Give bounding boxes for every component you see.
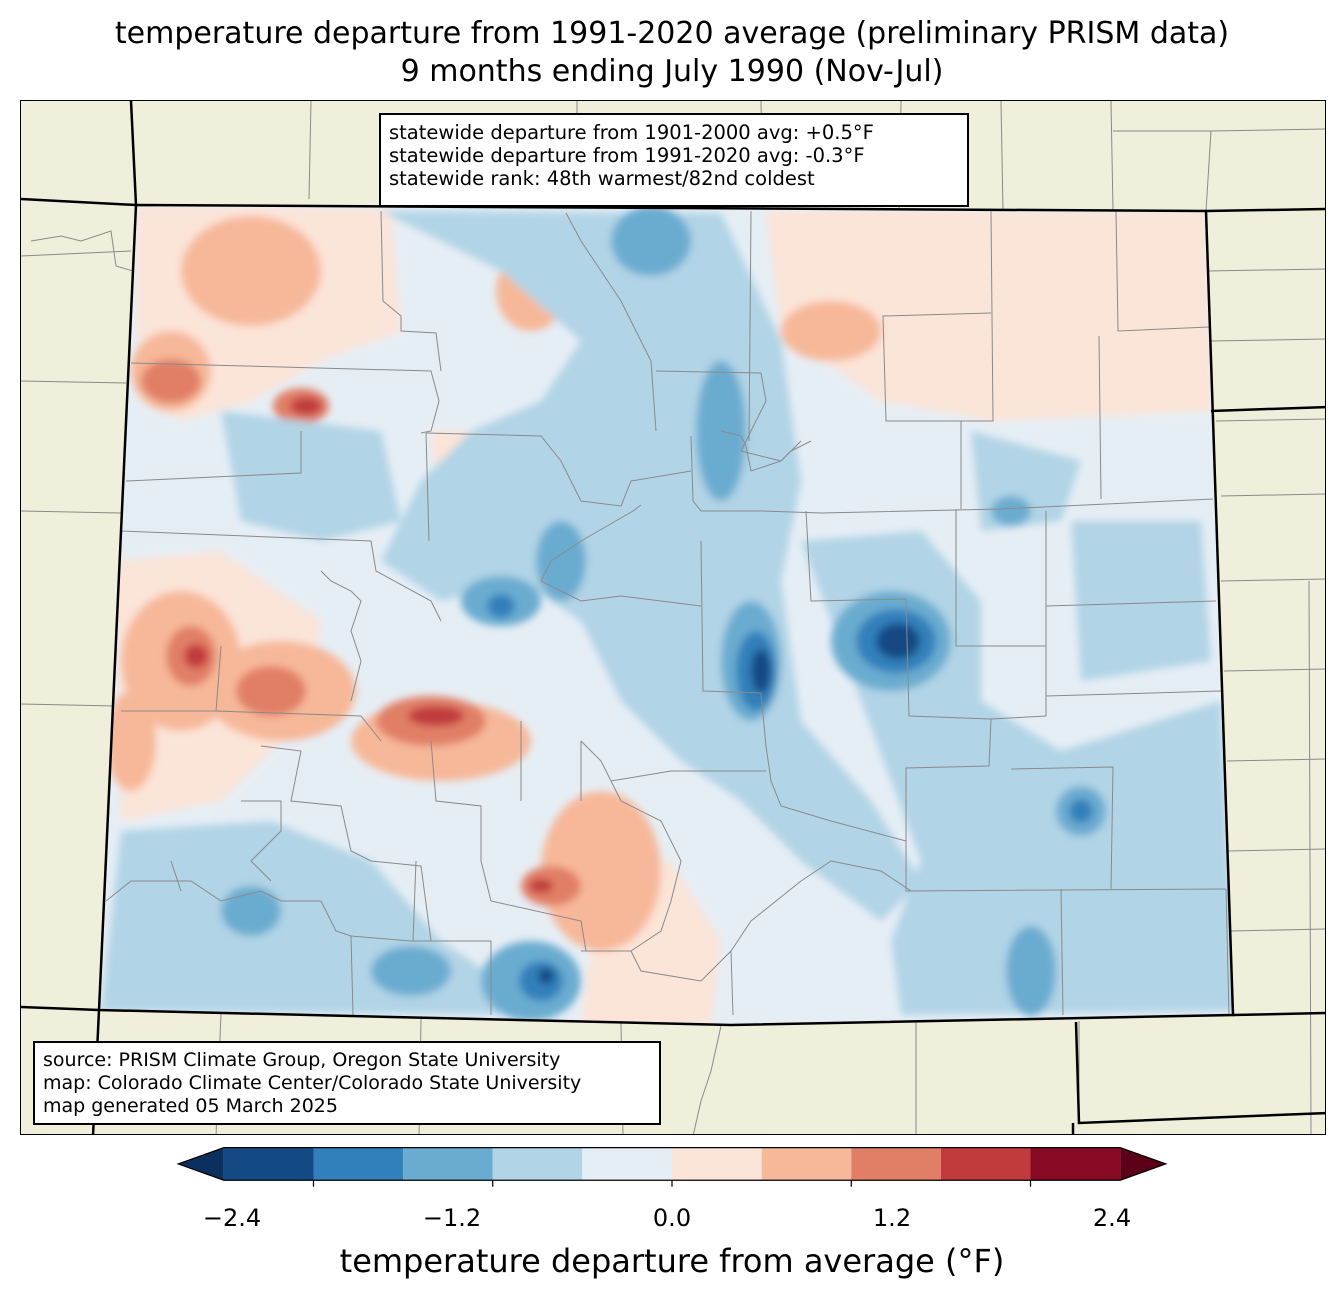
map-title: temperature departure from 1991-2020 ave… (114, 16, 1230, 51)
colorbar-segment (403, 1147, 493, 1181)
map-subtitle: 9 months ending July 1990 (Nov-Jul) (400, 54, 944, 89)
colorbar-outline (176, 1147, 1168, 1181)
colorbar-segment (313, 1147, 404, 1181)
colorbar-segment (761, 1147, 852, 1181)
map-credit-line: map: Colorado Climate Center/Colorado St… (43, 1072, 582, 1094)
colorbar-segment (851, 1147, 941, 1181)
colorbar-segment (672, 1147, 762, 1181)
source-box: source: PRISM Climate Group, Oregon Stat… (33, 1041, 661, 1125)
stats-line-1901-2000: statewide departure from 1901-2000 avg: … (389, 121, 874, 144)
map-panel: statewide departure from 1901-2000 avg: … (20, 100, 1326, 1135)
colorbar-tick-label: 2.4 (1092, 1204, 1132, 1232)
colorbar-tick-label: −2.4 (202, 1204, 262, 1232)
stats-line-rank: statewide rank: 48th warmest/82nd coldes… (389, 167, 815, 190)
colorado-map (21, 101, 1325, 1134)
generated-date-line: map generated 05 March 2025 (43, 1095, 338, 1117)
colorbar-segment (582, 1147, 672, 1181)
colorbar-segment (492, 1147, 583, 1181)
stats-line-1991-2020: statewide departure from 1991-2020 avg: … (389, 144, 865, 167)
statewide-stats-box: statewide departure from 1901-2000 avg: … (379, 113, 969, 207)
colorbar-tick-label: −1.2 (422, 1204, 482, 1232)
colorbar-segment (940, 1147, 1031, 1181)
colorbar-tick-label: 1.2 (872, 1204, 912, 1232)
county-lines (105, 210, 1230, 1016)
colorbar-under-arrow (178, 1147, 224, 1181)
colorbar-segment (1030, 1147, 1121, 1181)
colorbar-tick-label: 0.0 (652, 1204, 692, 1232)
colorbar (176, 1147, 1168, 1187)
source-line: source: PRISM Climate Group, Oregon Stat… (43, 1049, 561, 1071)
colorbar-label: temperature departure from average (°F) (339, 1242, 1005, 1280)
temperature-departure-field (99, 205, 1233, 1025)
colorbar-segment (223, 1147, 314, 1181)
colorbar-over-arrow (1120, 1147, 1166, 1181)
colorado-border (97, 203, 1235, 1027)
